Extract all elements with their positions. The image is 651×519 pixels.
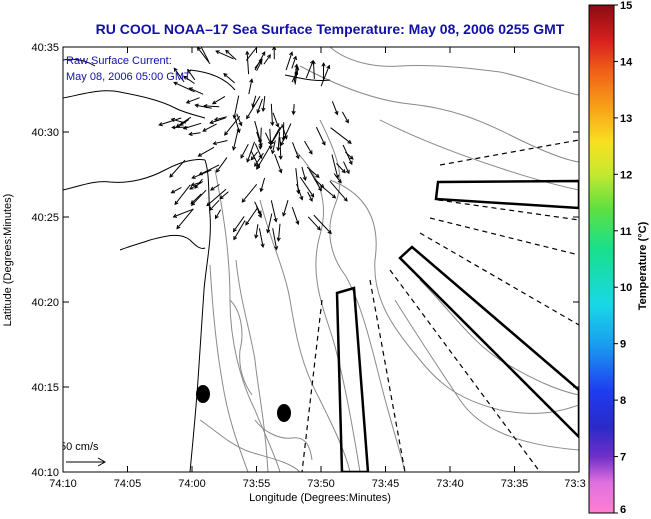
y-tick-label: 40:30 — [31, 127, 59, 139]
map-content: 50 cm/s Raw Surface Current: May 08, 200… — [60, 47, 579, 472]
colorbar-tick-label: 15 — [620, 0, 632, 12]
y-axis: 40:35 40:30 40:25 40:20 40:15 40:10 — [31, 42, 579, 479]
box-southeast — [398, 245, 579, 439]
radar-boxes — [335, 179, 579, 472]
colorbar-ticks: 15 14 13 12 11 10 9 8 7 6 — [614, 0, 633, 516]
x-tick-label: 74:10 — [49, 478, 77, 490]
x-tick-label: 74:00 — [178, 478, 206, 490]
colorbar-tick-label: 10 — [620, 282, 632, 294]
colorbar-tick-label: 11 — [620, 226, 632, 238]
colorbar-tick-label: 9 — [620, 339, 626, 351]
station-marker — [196, 385, 210, 403]
map-title: RU COOL NOAA–17 Sea Surface Temperature:… — [96, 21, 565, 37]
x-tick-label: 73:3 — [564, 478, 585, 490]
colorbar-tick-label: 7 — [620, 452, 626, 464]
annotation-line-2: May 08, 2006 05:00 GMT — [66, 71, 191, 83]
map-area — [63, 47, 579, 472]
colorbar-tick-label: 12 — [620, 169, 632, 181]
current-vectors — [158, 47, 354, 251]
scale-arrow — [66, 457, 107, 467]
y-axis-label: Latitude (Degrees:Minutes) — [2, 194, 14, 327]
box-south — [335, 286, 370, 472]
colorbar-tick-label: 8 — [620, 395, 626, 407]
colorbar-label: Temperature (°C) — [637, 221, 649, 310]
colorbar-tick-label: 13 — [620, 113, 632, 125]
y-tick-label: 40:15 — [31, 382, 59, 394]
depth-contours — [199, 47, 579, 472]
radial-lines — [301, 139, 579, 472]
station-marker — [277, 404, 291, 422]
box-east — [434, 179, 579, 210]
x-tick-label: 73:55 — [243, 478, 271, 490]
scale-label: 50 cm/s — [60, 441, 99, 453]
x-tick-label: 73:45 — [372, 478, 400, 490]
x-tick-label: 73:35 — [501, 478, 529, 490]
x-axis: 74:10 74:05 74:00 73:55 73:50 73:45 73:40 73:35… — [49, 47, 586, 490]
y-tick-label: 40:10 — [31, 467, 59, 479]
y-tick-label: 40:25 — [31, 212, 59, 224]
x-tick-label: 73:40 — [436, 478, 464, 490]
y-tick-label: 40:35 — [31, 42, 59, 54]
colorbar-tick-label: 14 — [620, 56, 633, 68]
annotation-line-1: Raw Surface Current: — [66, 55, 172, 67]
colorbar-tick-label: 6 — [620, 504, 626, 516]
x-tick-label: 73:50 — [307, 478, 335, 490]
x-tick-label: 74:05 — [114, 478, 142, 490]
coastline — [63, 58, 331, 472]
x-axis-label: Longitude (Degrees:Minutes) — [249, 492, 391, 504]
y-tick-label: 40:20 — [31, 297, 59, 309]
colorbar — [588, 4, 615, 514]
